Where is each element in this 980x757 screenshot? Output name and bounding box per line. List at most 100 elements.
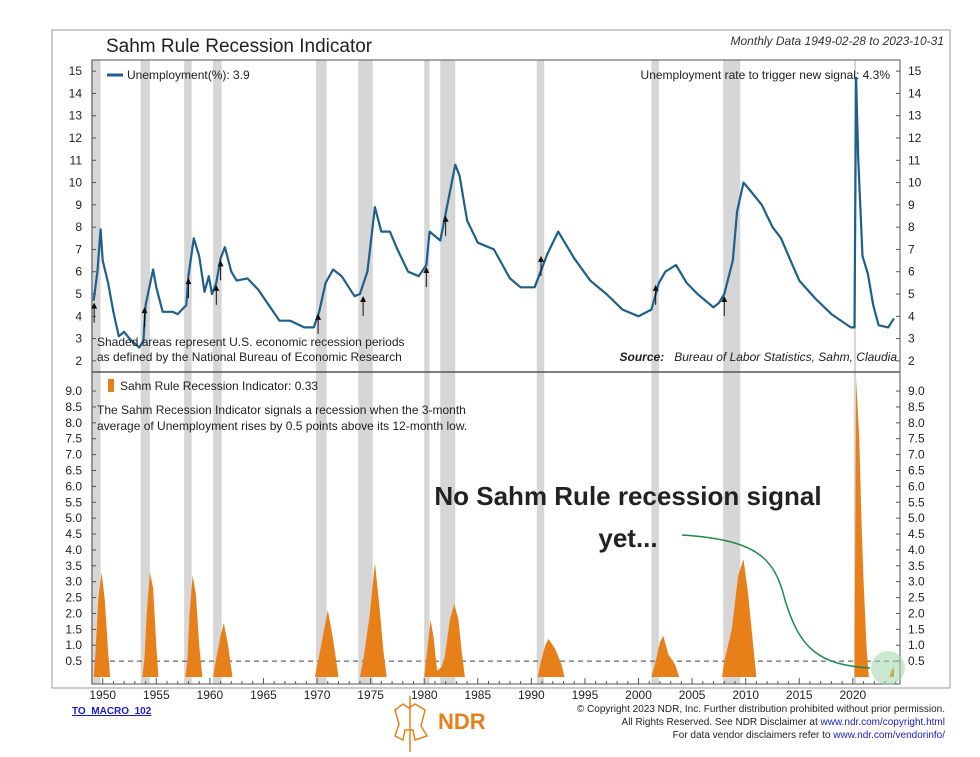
footer-disclaimer: © Copyright 2023 NDR, Inc. Further distr… <box>577 703 945 742</box>
y-tick-label-left: 12 <box>69 131 83 145</box>
y-tick-label-right: 9 <box>908 198 915 212</box>
sahm-definition-note: The Sahm Recession Indicator signals a r… <box>97 403 466 417</box>
x-tick-label: 1990 <box>518 688 545 702</box>
signal-arrow-head <box>217 260 224 267</box>
sahm-indicator-area <box>213 623 233 677</box>
y-tick-label-right: 2.0 <box>908 606 925 620</box>
y-tick-label-right: 6.5 <box>908 463 925 477</box>
y-tick-label-left: 6.5 <box>65 463 82 477</box>
y-tick-label-right: 7.0 <box>908 448 925 462</box>
signal-arrow-head <box>91 302 98 309</box>
y-tick-label-left: 3.5 <box>65 559 82 573</box>
y-tick-label-right: 1.0 <box>908 638 925 652</box>
y-tick-label-left: 8.0 <box>65 416 82 430</box>
y-tick-label-right: 4 <box>908 309 915 323</box>
sahm-indicator-area <box>722 559 757 677</box>
y-tick-label-left: 3.0 <box>65 575 82 589</box>
sahm-indicator-area <box>185 575 203 677</box>
sahm-indicator-area <box>142 572 159 677</box>
x-tick-label: 1970 <box>304 688 331 702</box>
y-tick-label-left: 1.5 <box>65 622 82 636</box>
page-title: Sahm Rule Recession Indicator <box>106 36 373 57</box>
y-tick-label-left: 8 <box>75 220 82 234</box>
sahm-indicator-area <box>854 378 869 677</box>
y-tick-label-right: 5.0 <box>908 511 925 525</box>
ndr-bull-bear-logo <box>385 696 435 752</box>
callout-text: No Sahm Rule recession signal <box>434 481 821 511</box>
chart-code-link[interactable]: TO_MACRO_102 <box>72 706 152 717</box>
y-tick-label-right: 3 <box>908 332 915 346</box>
chart-subtitle: Monthly Data 1949-02-28 to 2023-10-31 <box>730 34 944 48</box>
ndr-logo-text: NDR <box>438 709 486 734</box>
callout-highlight-circle <box>871 651 905 685</box>
vendor-link[interactable]: www.ndr.com/vendorinfo/ <box>833 730 945 741</box>
y-tick-label-left: 2.5 <box>65 591 82 605</box>
sahm-indicator-area <box>424 603 465 677</box>
y-tick-label-right: 14 <box>908 86 922 100</box>
sahm-indicator-area <box>314 610 339 677</box>
y-tick-label-right: 15 <box>908 64 922 78</box>
y-tick-label-right: 5 <box>908 287 915 301</box>
y-tick-label-right: 2.5 <box>908 591 925 605</box>
chart-frame <box>51 29 951 689</box>
recession-shading-note: Shaded areas represent U.S. economic rec… <box>97 335 405 349</box>
signal-arrow-head <box>538 255 545 262</box>
signal-arrow-head <box>423 267 430 274</box>
y-tick-label-left: 6.0 <box>65 479 82 493</box>
source-label: Source: <box>620 350 665 364</box>
y-tick-label-left: 8.5 <box>65 400 82 414</box>
signal-arrow-head <box>721 296 728 302</box>
x-tick-label: 1965 <box>250 688 277 702</box>
y-tick-label-left: 5.5 <box>65 495 82 509</box>
y-tick-label-left: 5.0 <box>65 511 82 525</box>
trigger-rate-annotation: Unemployment rate to trigger new signal:… <box>641 68 891 82</box>
y-tick-label-right: 4.0 <box>908 543 925 557</box>
x-tick-label: 2015 <box>786 688 813 702</box>
y-tick-label-left: 2 <box>75 354 82 368</box>
y-tick-label-right: 1.5 <box>908 622 925 636</box>
callout-arrow <box>681 534 871 669</box>
y-tick-label-left: 9.0 <box>65 384 82 398</box>
y-tick-label-left: 15 <box>69 64 83 78</box>
y-tick-label-right: 9.0 <box>908 384 925 398</box>
rights-text: All Rights Reserved. See NDR Disclaimer … <box>621 717 821 728</box>
y-tick-label-left: 3 <box>75 332 82 346</box>
sahm-legend: Sahm Rule Recession Indicator: 0.33 <box>120 379 318 393</box>
signal-arrow-head <box>442 215 449 222</box>
x-tick-label: 1985 <box>464 688 491 702</box>
signal-arrow-head <box>185 278 192 285</box>
y-tick-label-right: 11 <box>908 153 921 167</box>
y-tick-label-left: 1.0 <box>65 638 82 652</box>
x-tick-label: 1975 <box>357 688 384 702</box>
x-tick-label: 1955 <box>143 688 170 702</box>
y-tick-label-right: 6 <box>908 265 915 279</box>
y-tick-label-right: 3.5 <box>908 559 925 573</box>
signal-arrow-head <box>315 313 322 320</box>
copyright-text: © Copyright 2023 NDR, Inc. Further distr… <box>576 704 945 715</box>
x-tick-label: 1980 <box>411 688 438 702</box>
signal-arrow-head <box>213 284 220 291</box>
y-tick-label-left: 4.0 <box>65 543 82 557</box>
x-tick-label: 1960 <box>197 688 224 702</box>
y-tick-label-right: 8.0 <box>908 416 925 430</box>
copyright-link[interactable]: www.ndr.com/copyright.html <box>820 717 946 728</box>
y-tick-label-right: 7 <box>908 242 915 256</box>
signal-arrow-head <box>141 307 148 314</box>
x-tick-label: 1950 <box>89 688 116 702</box>
x-tick-label: 2005 <box>679 688 706 702</box>
callout-text: yet... <box>598 523 657 553</box>
y-tick-label-left: 2.0 <box>65 606 82 620</box>
recession-shading-note: as defined by the National Bureau of Eco… <box>97 350 402 364</box>
y-tick-label-left: 0.5 <box>65 654 82 668</box>
sahm-legend-swatch <box>108 379 114 392</box>
y-tick-label-left: 6 <box>75 265 82 279</box>
sahm-indicator-area <box>651 635 680 677</box>
x-tick-label: 2010 <box>732 688 759 702</box>
x-tick-label: 1995 <box>572 688 599 702</box>
y-tick-label-left: 13 <box>69 109 83 123</box>
y-tick-label-right: 2 <box>908 354 915 368</box>
unemployment-line <box>92 76 895 349</box>
signal-arrow-head <box>652 284 659 291</box>
sahm-indicator-area <box>359 562 387 677</box>
